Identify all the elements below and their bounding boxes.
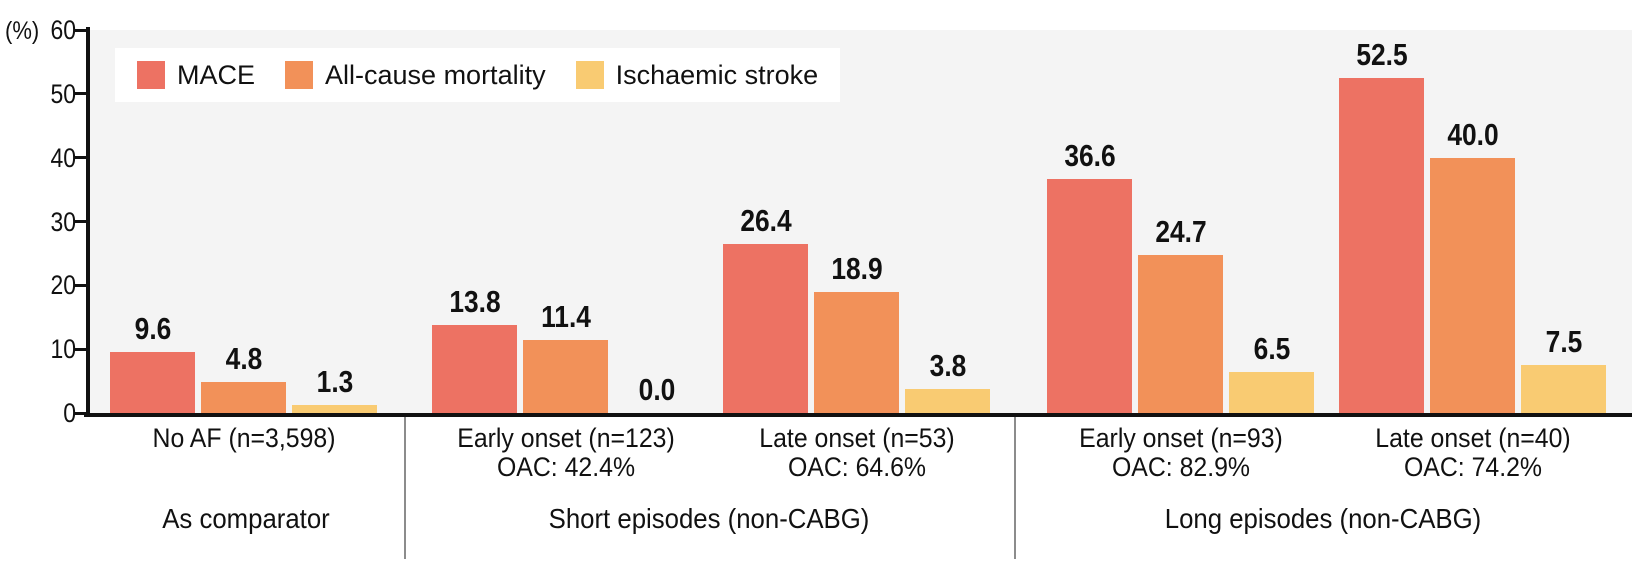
legend-label-mace: MACE: [177, 59, 256, 90]
bar-value-label: 9.6: [134, 311, 171, 346]
y-axis-tick-label: 0: [63, 398, 76, 428]
bar-value-label: 7.5: [1545, 324, 1582, 359]
legend-swatch-ischaemic-stroke: [575, 61, 604, 89]
bar-mace-group-5: [1339, 78, 1424, 413]
bar-value-label: 3.8: [929, 348, 966, 383]
bar-ischaemic-stroke-group-3: [905, 389, 990, 413]
x-axis-line: [84, 413, 1632, 417]
y-axis-tick: [74, 92, 87, 96]
section-divider-2: [1014, 417, 1016, 559]
bar-ischaemic-stroke-group-5: [1521, 365, 1606, 413]
y-axis-unit-label: (%): [5, 17, 40, 45]
y-axis-line: [86, 27, 90, 417]
category-label-oac: OAC: 82.9%: [1111, 452, 1250, 482]
bar-value-label: 0.0: [638, 372, 675, 407]
category-label-oac: OAC: 42.4%: [496, 452, 635, 482]
y-axis-tick: [74, 28, 87, 32]
y-axis-tick-label: 10: [50, 334, 76, 365]
category-label: No AF (n=3,598): [152, 424, 335, 453]
bar-all-cause-mortality-group-3: [814, 292, 899, 413]
category-label: Early onset (n=123) OAC: 42.4%: [457, 424, 674, 482]
category-label: Late onset (n=53) OAC: 64.6%: [759, 424, 954, 482]
category-label-name: Late onset (n=53): [758, 423, 955, 453]
bar-all-cause-mortality-group-1: [201, 382, 286, 413]
y-axis-tick: [74, 283, 87, 287]
bar-value-label: 24.7: [1154, 214, 1207, 249]
bar-value-label: 11.4: [540, 299, 591, 334]
bar-value-label: 4.8: [225, 341, 262, 376]
category-label-name: Late onset (n=40): [1374, 423, 1571, 453]
category-label-oac: OAC: 74.2%: [1403, 452, 1542, 482]
section-divider-1: [404, 417, 406, 559]
legend-label-ischaemic-stroke: Ischaemic stroke: [615, 59, 819, 90]
bar-value-label: 6.5: [1253, 331, 1290, 366]
legend-swatch-mace: [137, 61, 165, 89]
y-axis-tick-label: 30: [50, 206, 76, 237]
bar-mace-group-2: [432, 325, 517, 413]
section-label-long-episodes: Long episodes (non-CABG): [1164, 503, 1482, 534]
legend-swatch-all-cause-mortality: [285, 61, 314, 89]
bar-mace-group-4: [1047, 179, 1132, 413]
category-label-name: Early onset (n=123): [456, 423, 675, 453]
bar-all-cause-mortality-group-2: [523, 340, 608, 413]
bar-value-label: 36.6: [1063, 138, 1116, 173]
bar-ischaemic-stroke-group-4: [1229, 372, 1314, 413]
legend-item-ischaemic-stroke: Ischaemic stroke: [575, 59, 819, 91]
bar-value-label: 40.0: [1446, 117, 1499, 152]
bar-value-label: 1.3: [316, 364, 353, 399]
bar-value-label: 52.5: [1355, 37, 1408, 72]
bar-value-label: 26.4: [739, 203, 792, 238]
bar-ischaemic-stroke-group-1: [292, 405, 377, 413]
category-label: Late onset (n=40) OAC: 74.2%: [1375, 424, 1570, 482]
category-label-name: No AF (n=3,598): [152, 423, 335, 453]
y-axis-tick-label: 60: [50, 15, 76, 45]
category-label: Early onset (n=93) OAC: 82.9%: [1079, 424, 1283, 482]
bar-all-cause-mortality-group-4: [1138, 255, 1223, 413]
legend-label-all-cause-mortality: All-cause mortality: [325, 59, 546, 90]
y-axis-tick-label: 40: [50, 142, 76, 173]
legend-item-mace: MACE: [137, 60, 255, 91]
y-axis-tick-label: 50: [50, 78, 76, 109]
category-label-oac: OAC: 64.6%: [787, 452, 926, 482]
bar-mace-group-3: [723, 244, 808, 413]
y-axis-tick: [74, 411, 87, 415]
y-axis-tick: [74, 347, 87, 351]
y-axis-tick: [74, 220, 87, 223]
y-axis-tick: [74, 156, 87, 160]
bar-all-cause-mortality-group-5: [1430, 158, 1515, 413]
y-axis-tick-label: 20: [50, 270, 76, 301]
legend-item-all-cause-mortality: All-cause mortality: [285, 60, 546, 91]
bar-mace-group-1: [110, 352, 195, 413]
bar-value-label: 18.9: [830, 251, 883, 286]
section-label-short-episodes: Short episodes (non-CABG): [548, 503, 870, 534]
section-label-as-comparator: As comparator: [162, 503, 330, 534]
legend: MACE All-cause mortality Ischaemic strok…: [115, 48, 841, 102]
category-label-name: Early onset (n=93): [1078, 423, 1283, 453]
bar-value-label: 13.8: [448, 284, 501, 319]
